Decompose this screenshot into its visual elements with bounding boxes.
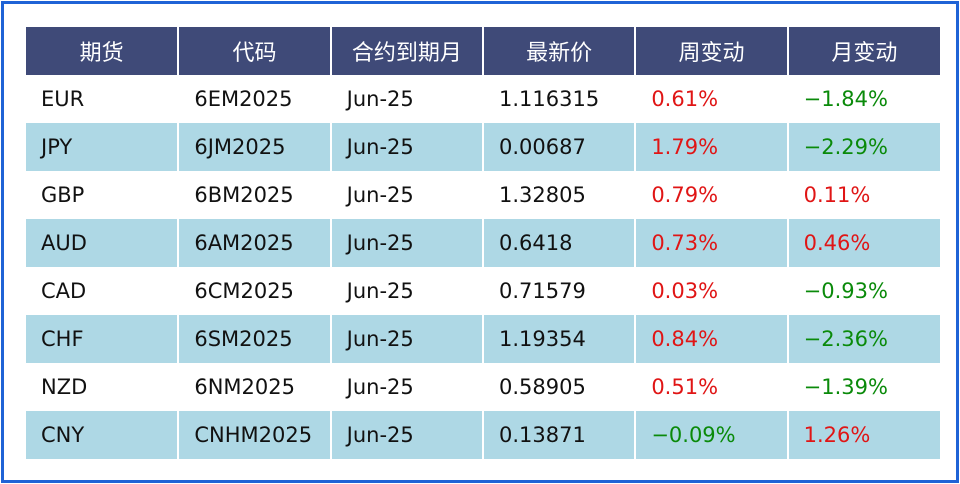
- monthly-change-cell: 1.26%: [786, 411, 940, 459]
- futures-table: 期货 代码 合约到期月 最新价 周变动 月变动 EUR 6EM2025 Jun-25…: [26, 27, 940, 459]
- header-last-price: 最新价: [481, 27, 636, 75]
- table-row: CNY CNHM2025 Jun-25 0.13871 −0.09% 1.26%: [26, 411, 940, 459]
- table-body: EUR 6EM2025 Jun-25 1.116315 0.61% −1.84% JPY 6J…: [26, 75, 940, 459]
- weekly-change-cell: 0.51%: [634, 363, 788, 411]
- contract-code-cell: 6SM2025: [177, 315, 331, 363]
- monthly-change-cell: −2.29%: [786, 123, 940, 171]
- table-row: NZD 6NM2025 Jun-25 0.58905 0.51% −1.39%: [26, 363, 940, 411]
- table-row: EUR 6EM2025 Jun-25 1.116315 0.61% −1.84%: [26, 75, 940, 123]
- monthly-change-cell: 0.11%: [786, 171, 940, 219]
- header-code: 代码: [177, 27, 331, 75]
- expiry-cell: Jun-25: [329, 219, 483, 267]
- table-row: AUD 6AM2025 Jun-25 0.6418 0.73% 0.46%: [26, 219, 940, 267]
- last-price-cell: 1.116315: [481, 75, 636, 123]
- currency-cell: CAD: [26, 267, 179, 315]
- contract-code-cell: 6EM2025: [177, 75, 331, 123]
- expiry-cell: Jun-25: [329, 315, 483, 363]
- contract-code-cell: CNHM2025: [177, 411, 331, 459]
- monthly-change-cell: −2.36%: [786, 315, 940, 363]
- monthly-change-cell: 0.46%: [786, 219, 940, 267]
- currency-cell: NZD: [26, 363, 179, 411]
- contract-code-cell: 6NM2025: [177, 363, 331, 411]
- header-expiry-month: 合约到期月: [329, 27, 483, 75]
- weekly-change-cell: −0.09%: [634, 411, 788, 459]
- weekly-change-cell: 0.73%: [634, 219, 788, 267]
- currency-cell: CNY: [26, 411, 179, 459]
- last-price-cell: 0.13871: [481, 411, 636, 459]
- expiry-cell: Jun-25: [329, 171, 483, 219]
- currency-cell: GBP: [26, 171, 179, 219]
- expiry-cell: Jun-25: [329, 123, 483, 171]
- last-price-cell: 1.19354: [481, 315, 636, 363]
- currency-cell: CHF: [26, 315, 179, 363]
- last-price-cell: 0.6418: [481, 219, 636, 267]
- contract-code-cell: 6BM2025: [177, 171, 331, 219]
- header-monthly-change: 月变动: [786, 27, 940, 75]
- last-price-cell: 0.71579: [481, 267, 636, 315]
- weekly-change-cell: 0.79%: [634, 171, 788, 219]
- header-row: 期货 代码 合约到期月 最新价 周变动 月变动: [26, 27, 940, 75]
- last-price-cell: 0.00687: [481, 123, 636, 171]
- monthly-change-cell: −0.93%: [786, 267, 940, 315]
- currency-cell: EUR: [26, 75, 179, 123]
- table-header: 期货 代码 合约到期月 最新价 周变动 月变动: [26, 27, 940, 75]
- contract-code-cell: 6JM2025: [177, 123, 331, 171]
- expiry-cell: Jun-25: [329, 267, 483, 315]
- contract-code-cell: 6CM2025: [177, 267, 331, 315]
- expiry-cell: Jun-25: [329, 411, 483, 459]
- table-row: JPY 6JM2025 Jun-25 0.00687 1.79% −2.29%: [26, 123, 940, 171]
- weekly-change-cell: 0.84%: [634, 315, 788, 363]
- last-price-cell: 1.32805: [481, 171, 636, 219]
- last-price-cell: 0.58905: [481, 363, 636, 411]
- weekly-change-cell: 1.79%: [634, 123, 788, 171]
- monthly-change-cell: −1.84%: [786, 75, 940, 123]
- expiry-cell: Jun-25: [329, 363, 483, 411]
- monthly-change-cell: −1.39%: [786, 363, 940, 411]
- weekly-change-cell: 0.03%: [634, 267, 788, 315]
- table-row: GBP 6BM2025 Jun-25 1.32805 0.79% 0.11%: [26, 171, 940, 219]
- expiry-cell: Jun-25: [329, 75, 483, 123]
- header-futures: 期货: [26, 27, 179, 75]
- weekly-change-cell: 0.61%: [634, 75, 788, 123]
- table-row: CHF 6SM2025 Jun-25 1.19354 0.84% −2.36%: [26, 315, 940, 363]
- contract-code-cell: 6AM2025: [177, 219, 331, 267]
- currency-cell: JPY: [26, 123, 179, 171]
- header-weekly-change: 周变动: [634, 27, 788, 75]
- currency-cell: AUD: [26, 219, 179, 267]
- table-row: CAD 6CM2025 Jun-25 0.71579 0.03% −0.93%: [26, 267, 940, 315]
